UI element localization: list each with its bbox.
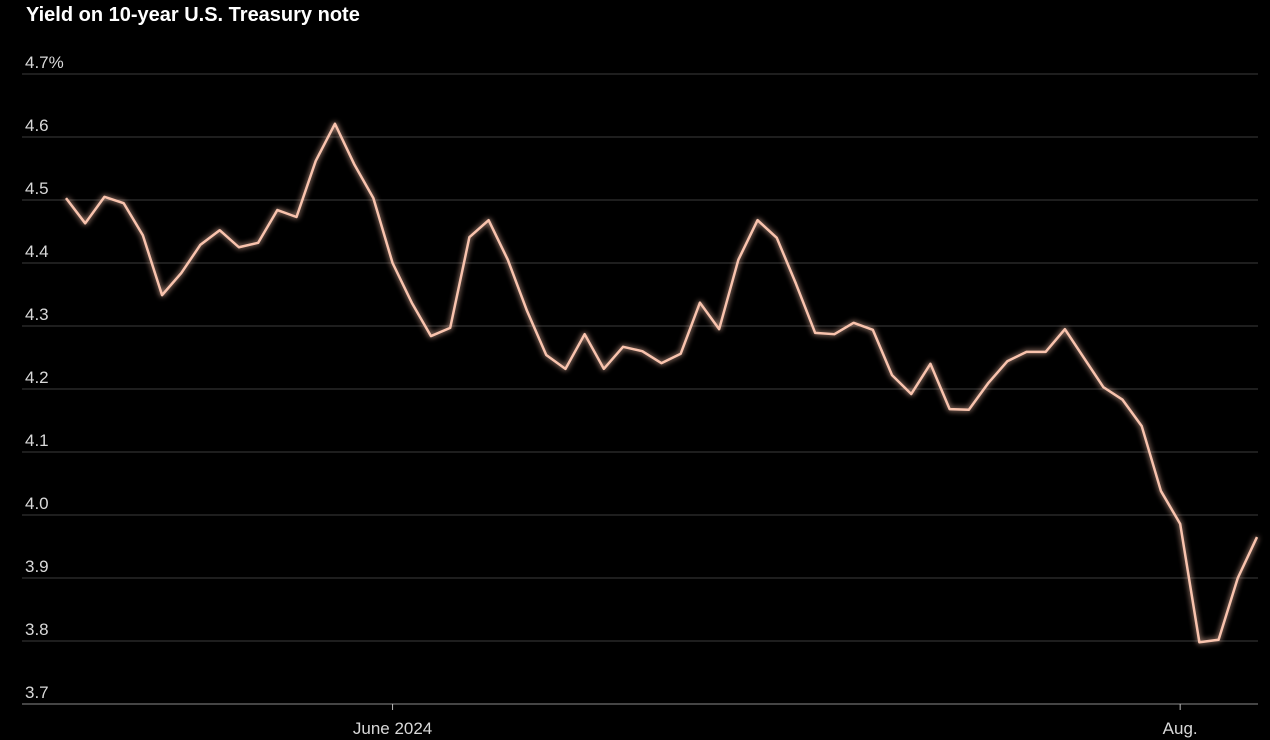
y-tick-label: 3.8 (25, 620, 49, 639)
y-tick-label: 4.6 (25, 116, 49, 135)
y-tick-label: 3.7 (25, 683, 49, 702)
y-tick-label: 4.0 (25, 494, 49, 513)
y-tick-label: 4.3 (25, 305, 49, 324)
x-tick-label: June 2024 (353, 719, 432, 738)
y-tick-label: 3.9 (25, 557, 49, 576)
y-tick-label: 4.1 (25, 431, 49, 450)
y-tick-label: 4.7% (25, 53, 64, 72)
y-tick-label: 4.4 (25, 242, 49, 261)
chart-title: Yield on 10-year U.S. Treasury note (26, 4, 360, 26)
y-tick-label: 4.2 (25, 368, 49, 387)
x-tick-label: Aug. (1163, 719, 1198, 738)
series-line (65, 122, 1259, 644)
y-tick-label: 4.5 (25, 179, 49, 198)
